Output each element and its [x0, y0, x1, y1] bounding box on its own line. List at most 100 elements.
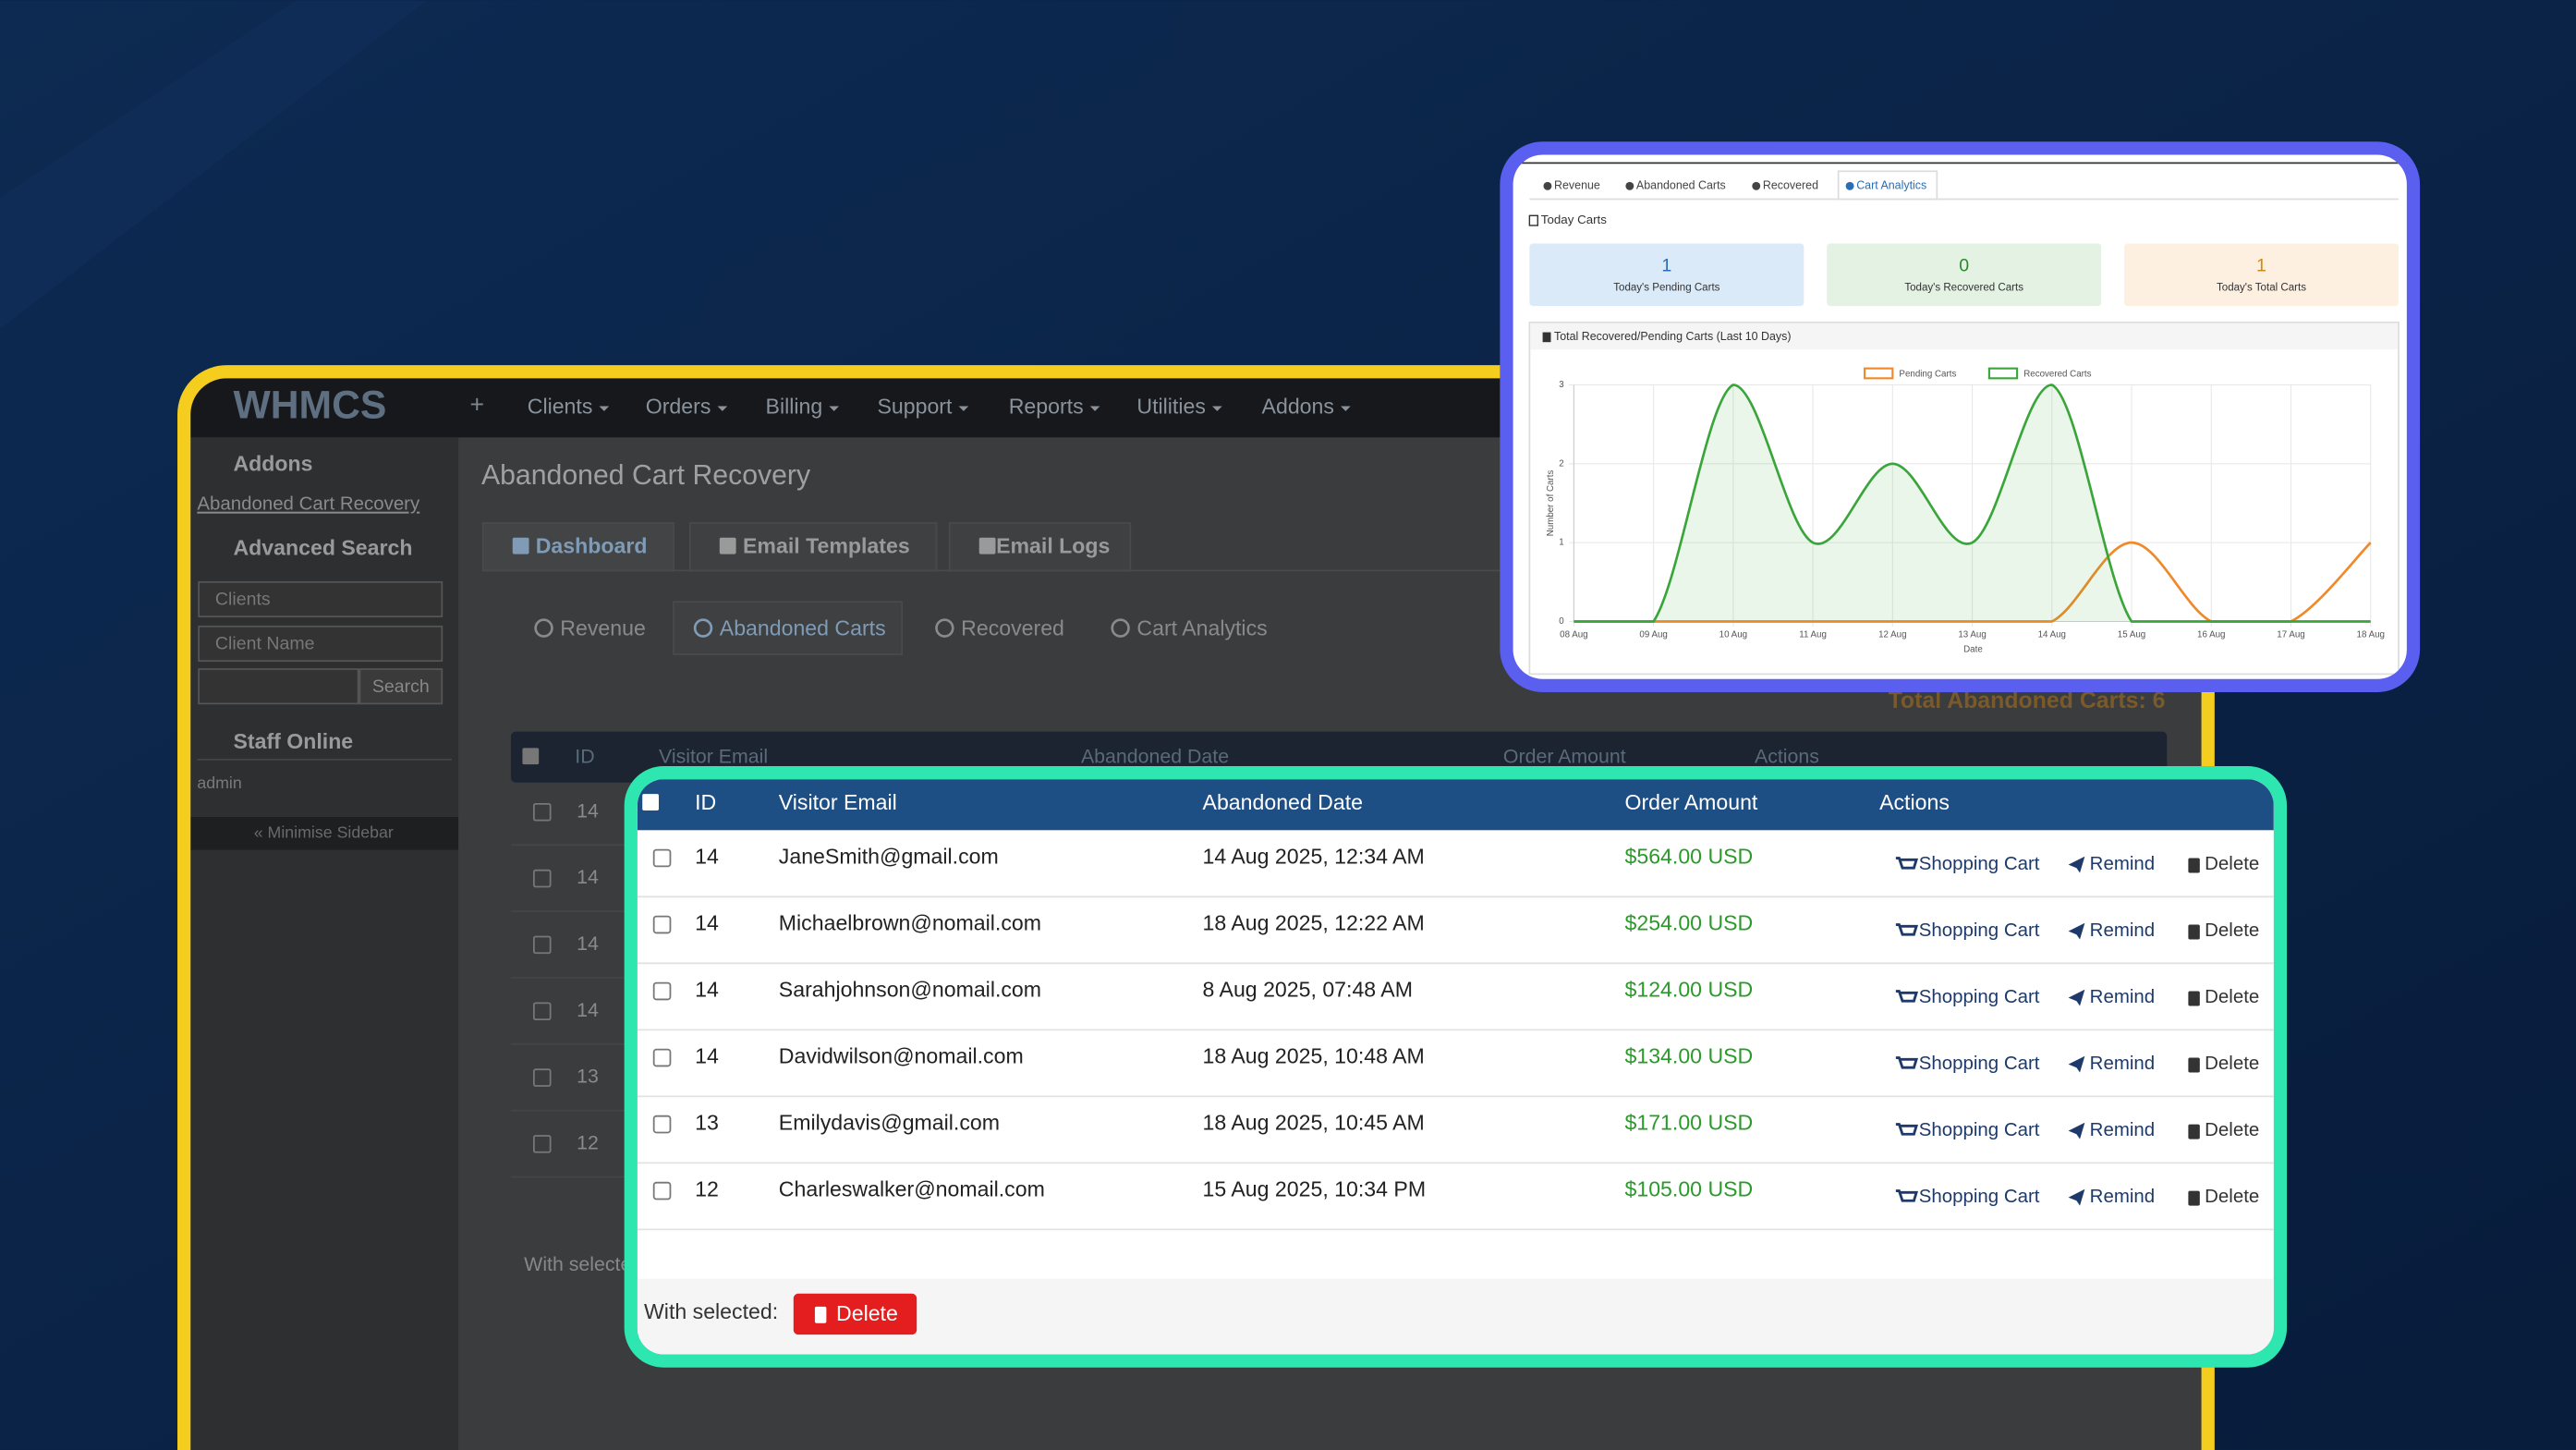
- bg-checkbox: [532, 1002, 552, 1021]
- action-delete[interactable]: Delete: [2205, 1053, 2259, 1074]
- row-checkbox[interactable]: [652, 1115, 672, 1134]
- action-remind[interactable]: Remind: [2090, 986, 2155, 1007]
- legend-swatch: [1864, 367, 1894, 380]
- row-checkbox[interactable]: [652, 981, 672, 1001]
- y-tick-label: 3: [1559, 380, 1563, 390]
- action-cart[interactable]: Shopping Cart: [1919, 1186, 2040, 1207]
- bg-header-text: Abandoned Date: [1081, 746, 1229, 768]
- subtab-label[interactable]: Revenue: [560, 615, 646, 640]
- search-input[interactable]: [198, 668, 359, 705]
- nav-menu-item[interactable]: Support: [877, 394, 953, 418]
- row-checkbox[interactable]: [652, 1181, 672, 1200]
- action-remind[interactable]: Remind: [2090, 853, 2155, 874]
- cart-icon: [1895, 923, 1919, 936]
- row-date: 14 Aug 2025, 12:34 AM: [1203, 845, 1425, 869]
- stat-label: Today's Pending Carts: [1613, 283, 1719, 294]
- analytics-tab[interactable]: Abandoned Carts: [1636, 179, 1726, 192]
- analytics-tab[interactable]: Cart Analytics: [1856, 179, 1926, 192]
- subtab-label[interactable]: Cart Analytics: [1136, 615, 1267, 640]
- select[interactable]: [198, 580, 444, 618]
- analytics-card-content: Revenue Abandoned Carts Recovered Cart Anal…: [1513, 162, 2407, 676]
- delete-button-text: Delete: [836, 1301, 898, 1325]
- bg-checkbox: [532, 1068, 552, 1087]
- delete-icon: [2188, 1124, 2200, 1139]
- caret: [958, 406, 969, 411]
- select-text: Clients: [215, 590, 271, 610]
- row-id: 14: [695, 911, 719, 935]
- row-checkbox[interactable]: [652, 1048, 672, 1067]
- bg-header-checkbox: [522, 748, 540, 765]
- action-remind[interactable]: Remind: [2090, 920, 2155, 941]
- subtab-label[interactable]: Abandoned Carts: [720, 615, 886, 640]
- remind-icon: [2068, 1122, 2085, 1139]
- row-date: 8 Aug 2025, 07:48 AM: [1203, 978, 1413, 1002]
- row-date: 15 Aug 2025, 10:34 PM: [1203, 1177, 1427, 1201]
- subtab-icon: [534, 618, 553, 638]
- action-delete[interactable]: Delete: [2205, 1186, 2259, 1207]
- legend-label: Pending Carts: [1899, 369, 1956, 379]
- logo: WHMCS: [233, 384, 386, 428]
- y-tick-label: 0: [1559, 616, 1564, 627]
- subtab-label[interactable]: Recovered: [961, 615, 1064, 640]
- nav-menu-item[interactable]: Addons: [1262, 394, 1334, 418]
- action-remind[interactable]: Remind: [2090, 1053, 2155, 1074]
- nav-menu-item[interactable]: Orders: [646, 394, 711, 418]
- action-cart[interactable]: Shopping Cart: [1919, 920, 2040, 941]
- delete-button[interactable]: [793, 1293, 917, 1335]
- cart-icon: [1895, 990, 1919, 1003]
- tab-label: Email Templates: [743, 534, 910, 558]
- minimise-bar[interactable]: [190, 817, 459, 850]
- row-email: Davidwilson@nomail.com: [779, 1044, 1024, 1068]
- chart-panel-header: [1530, 323, 2399, 350]
- action-remind[interactable]: Remind: [2090, 1119, 2155, 1140]
- select[interactable]: [198, 625, 444, 663]
- cart-icon: [1895, 1123, 1919, 1136]
- action-delete[interactable]: Delete: [2205, 986, 2259, 1007]
- area-fill: [1574, 384, 2371, 622]
- subtab-icon: [693, 618, 713, 638]
- delete-icon: [2188, 991, 2200, 1006]
- row-amount: $105.00 USD: [1625, 1177, 1754, 1201]
- bg-header-text: Order Amount: [1503, 746, 1626, 768]
- nav-menu-item[interactable]: Clients: [528, 394, 593, 418]
- analytics-tab[interactable]: Revenue: [1554, 179, 1600, 192]
- staff-name: admin: [197, 774, 241, 792]
- sidebar-link[interactable]: Abandoned Cart Recovery: [197, 493, 420, 515]
- action-delete[interactable]: Delete: [2205, 920, 2259, 941]
- search-button[interactable]: [358, 668, 444, 705]
- tab-icon: [978, 537, 996, 554]
- action-delete[interactable]: Delete: [2205, 1119, 2259, 1140]
- row-id: 14: [695, 1044, 719, 1068]
- row-checkbox[interactable]: [652, 915, 672, 934]
- sidebar-heading: Staff Online: [233, 729, 353, 753]
- action-cart[interactable]: Shopping Cart: [1919, 1053, 2040, 1074]
- action-delete[interactable]: Delete: [2205, 853, 2259, 874]
- caret: [1212, 406, 1222, 411]
- nav-menu-item[interactable]: Reports: [1009, 394, 1084, 418]
- nav-plus[interactable]: +: [470, 391, 485, 419]
- legend-label: Recovered Carts: [2023, 369, 2091, 379]
- cart-icon: [1895, 1056, 1919, 1069]
- bg-header-text: Visitor Email: [659, 746, 768, 768]
- with-selected: With selected:: [644, 1299, 778, 1323]
- x-tick-label: 11 Aug: [1799, 629, 1827, 640]
- action-cart[interactable]: Shopping Cart: [1919, 853, 2040, 874]
- stat-value: 1: [2256, 256, 2266, 276]
- header-text: Order Amount: [1625, 790, 1758, 814]
- nav-menu-item[interactable]: Billing: [766, 394, 823, 418]
- subtab-icon: [935, 618, 954, 638]
- action-cart[interactable]: Shopping Cart: [1919, 986, 2040, 1007]
- row-email: Charleswalker@nomail.com: [779, 1177, 1045, 1201]
- action-cart[interactable]: Shopping Cart: [1919, 1119, 2040, 1140]
- action-remind[interactable]: Remind: [2090, 1186, 2155, 1207]
- header-checkbox[interactable]: [642, 794, 660, 810]
- analytics-tab[interactable]: Recovered: [1763, 179, 1818, 192]
- x-tick-label: 12 Aug: [1878, 629, 1906, 640]
- row-checkbox[interactable]: [652, 848, 672, 868]
- cart-icon: [1895, 1189, 1919, 1202]
- nav-menu-item[interactable]: Utilities: [1136, 394, 1205, 418]
- row-id: 13: [695, 1111, 719, 1135]
- row-email: JaneSmith@gmail.com: [779, 845, 999, 869]
